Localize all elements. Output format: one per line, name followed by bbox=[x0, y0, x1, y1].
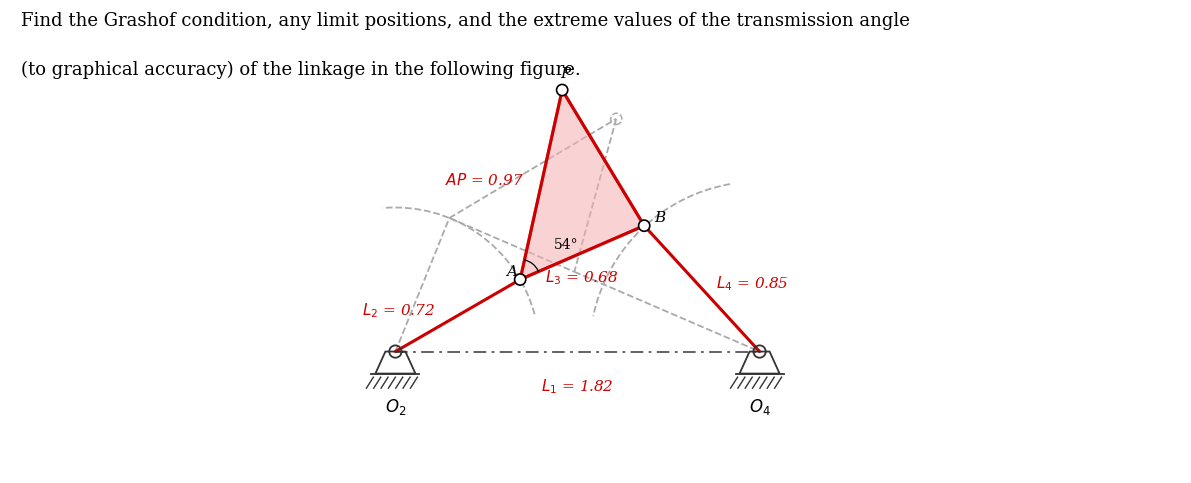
Text: A: A bbox=[506, 265, 517, 279]
Text: $O_4$: $O_4$ bbox=[749, 397, 771, 416]
Circle shape bbox=[638, 220, 650, 231]
Text: 54°: 54° bbox=[554, 238, 579, 252]
Text: (to graphical accuracy) of the linkage in the following figure.: (to graphical accuracy) of the linkage i… bbox=[21, 60, 581, 79]
Text: P: P bbox=[560, 67, 570, 81]
Text: $L_2$ = 0.72: $L_2$ = 0.72 bbox=[362, 301, 435, 320]
Text: Find the Grashof condition, any limit positions, and the extreme values of the t: Find the Grashof condition, any limit po… bbox=[21, 12, 910, 30]
Text: $L_3$ = 0.68: $L_3$ = 0.68 bbox=[545, 269, 619, 287]
Text: $L_1$ = 1.82: $L_1$ = 1.82 bbox=[541, 378, 613, 396]
Text: $AP$ = 0.97: $AP$ = 0.97 bbox=[445, 172, 524, 188]
Circle shape bbox=[515, 274, 525, 285]
Circle shape bbox=[556, 85, 568, 96]
Polygon shape bbox=[520, 90, 644, 280]
Text: $O_2$: $O_2$ bbox=[385, 397, 406, 416]
Text: B: B bbox=[654, 211, 666, 225]
Text: $L_4$ = 0.85: $L_4$ = 0.85 bbox=[716, 275, 788, 293]
